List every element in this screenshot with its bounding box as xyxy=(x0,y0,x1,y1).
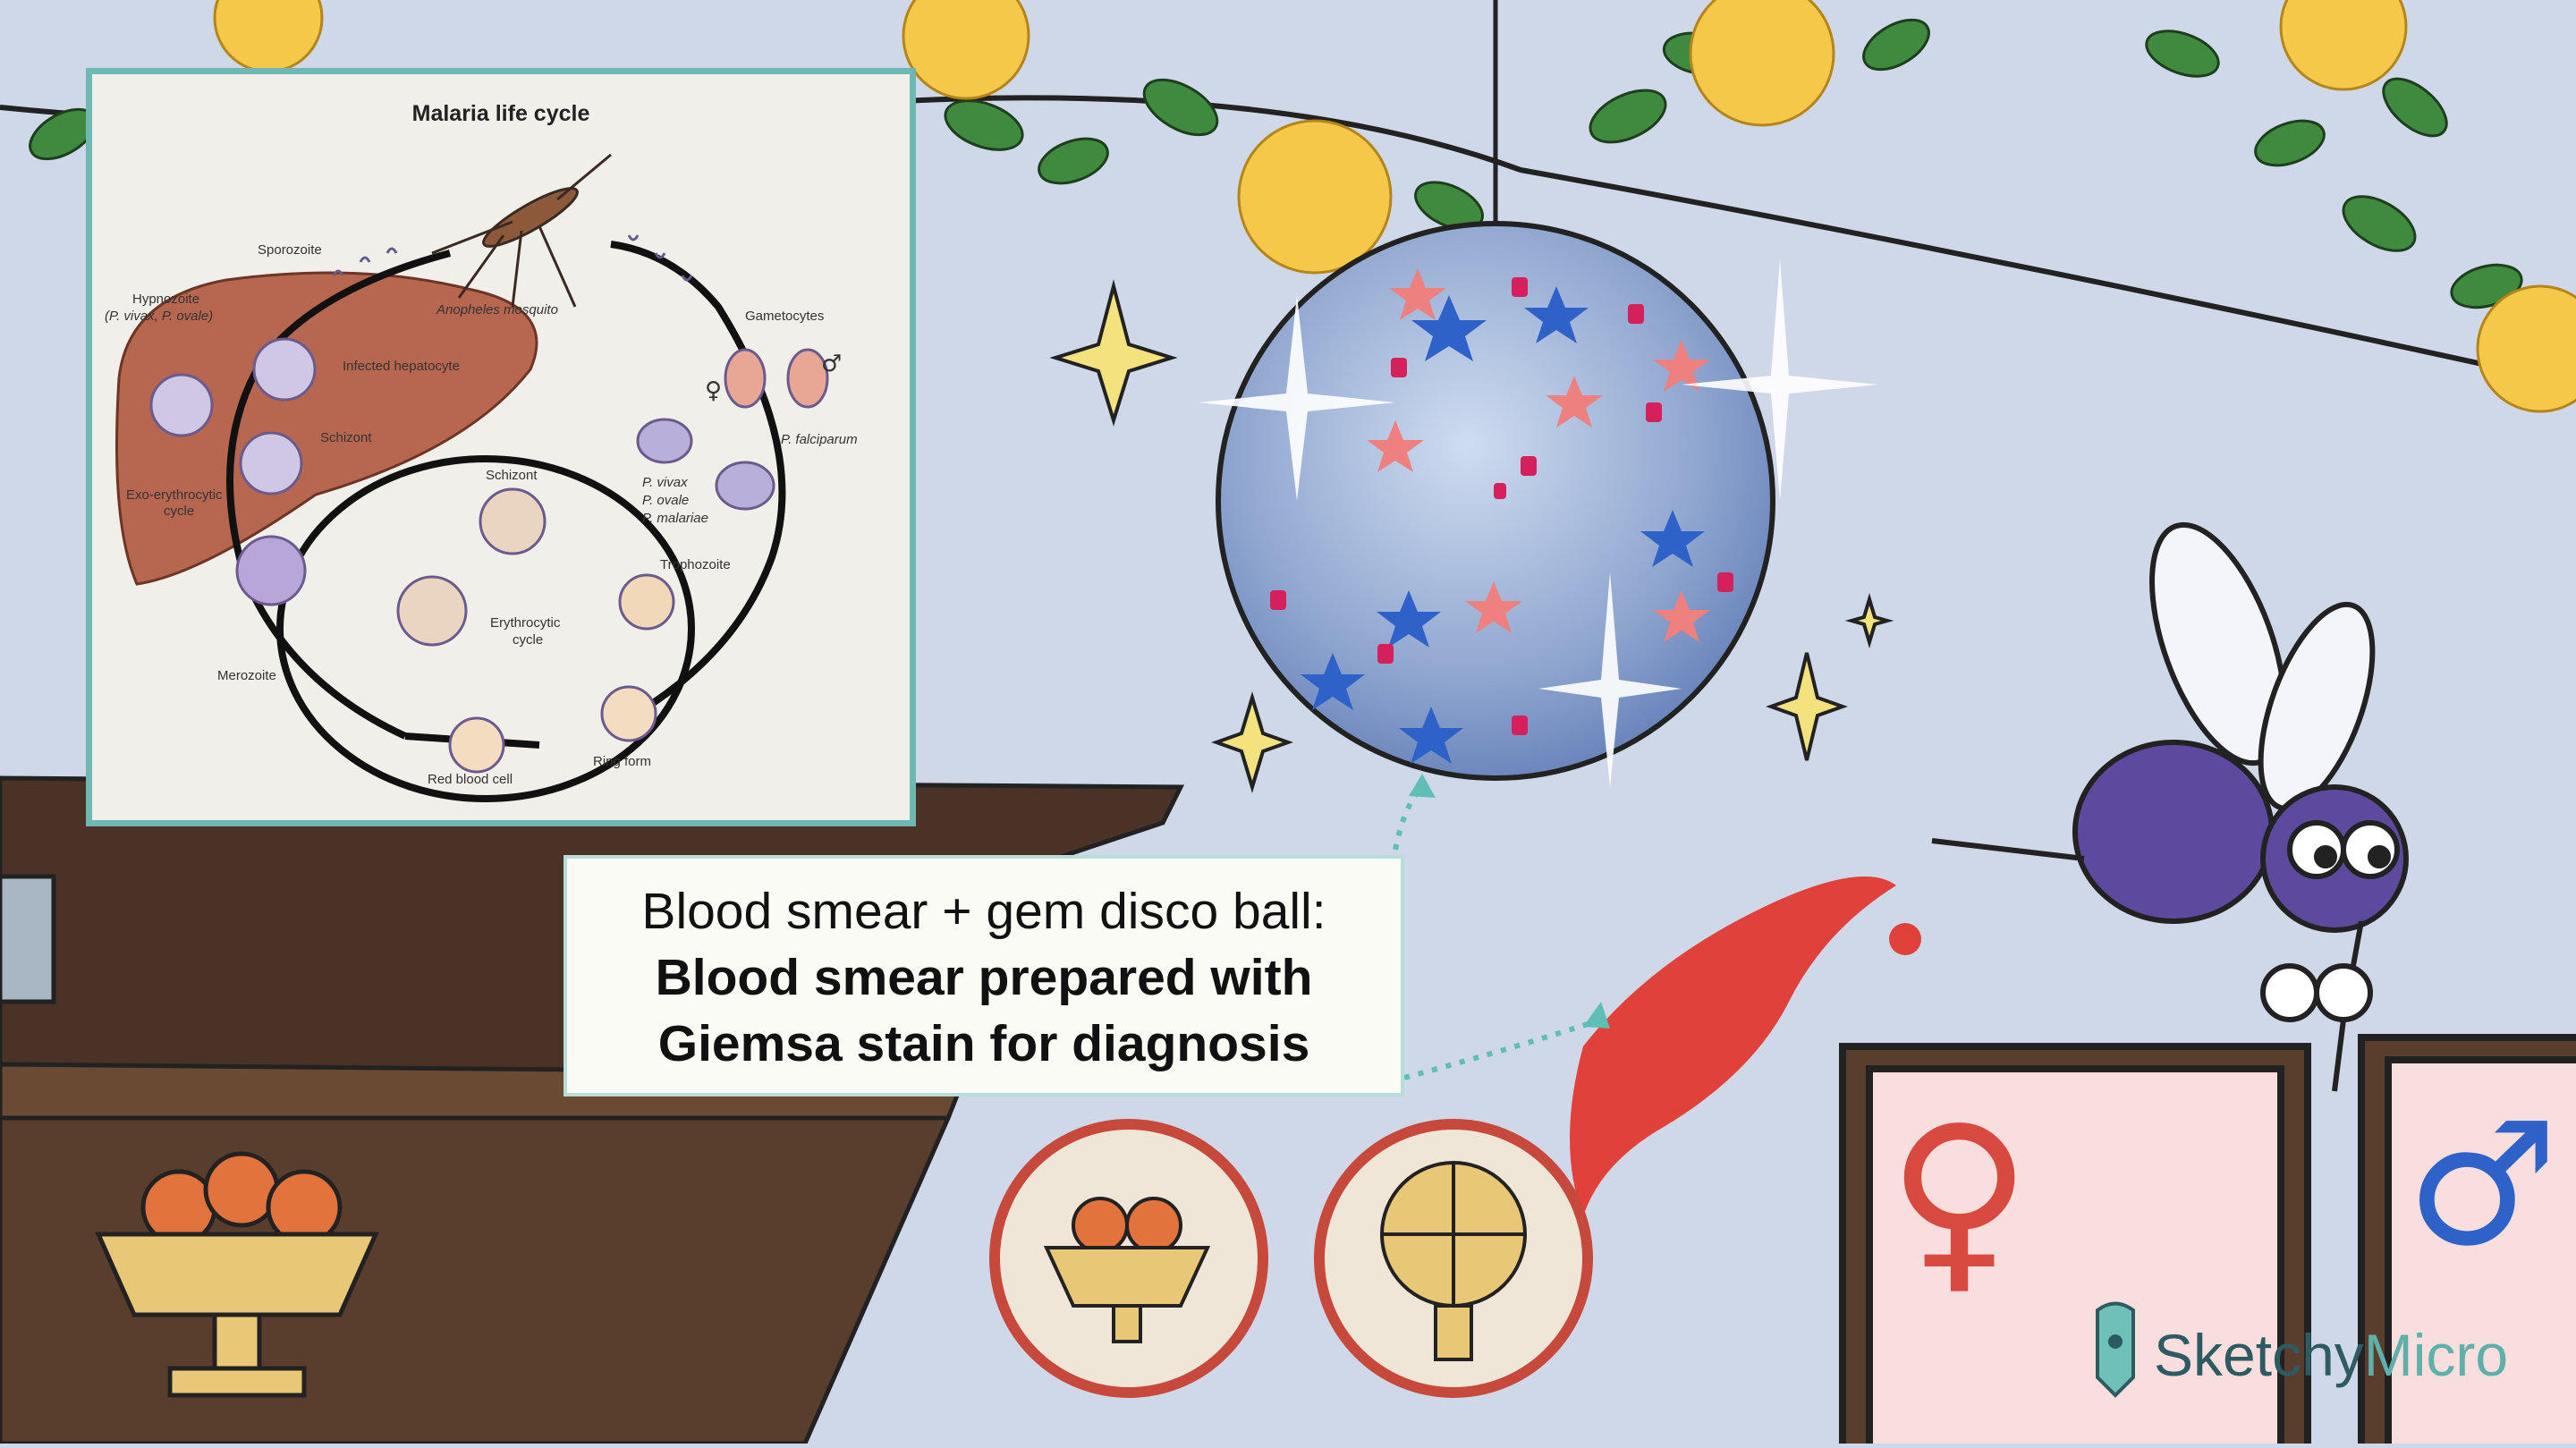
label-hypnozoite: Hypnozoite xyxy=(132,292,200,307)
blood-smear xyxy=(1570,876,1896,1216)
caption-detail-line-1: Blood smear prepared with xyxy=(655,949,1313,1006)
diagram-title: Malaria life cycle xyxy=(411,101,590,126)
male-icon: ♂ xyxy=(821,351,843,377)
label-falciparum: P. falciparum xyxy=(781,432,858,447)
label-infected-hepatocyte: Infected hepatocyte xyxy=(343,359,460,374)
malaria-life-cycle-diagram: Malaria life cycle xyxy=(86,68,916,826)
life-cycle-drawing xyxy=(115,153,829,802)
logo-text-micro: Micro xyxy=(2363,1322,2509,1388)
sketchymicro-logo: SketchyMicro xyxy=(2084,1301,2508,1400)
label-erythrocytic-cycle: Erythrocytic xyxy=(490,615,561,631)
liver-icon xyxy=(115,271,538,586)
label-gametocytes: Gametocytes xyxy=(745,309,825,324)
label-species-1: P. vivax xyxy=(642,475,688,490)
label-species-2: P. ovale xyxy=(642,493,690,508)
female-sign-board xyxy=(1839,1043,2311,1448)
erythrocytic-cycle-arrow xyxy=(276,455,695,802)
male-sign-board xyxy=(2358,1034,2576,1448)
label-species-3: P. malariae xyxy=(642,511,708,526)
caption-detail-line-2: Giemsa stain for diagnosis xyxy=(657,1015,1310,1072)
label-hypnozoite-species: (P. vivax, P. ovale) xyxy=(105,309,214,324)
male-symbol-icon: ♂ xyxy=(2406,1086,2559,1283)
label-ring-form: Ring form xyxy=(593,754,652,769)
label-erythrocytic-cycle-2: cycle xyxy=(513,632,544,648)
pencil-icon xyxy=(2096,1301,2135,1398)
female-icon: ♀ xyxy=(705,377,723,404)
yellow-flowers xyxy=(213,0,2576,413)
label-mosquito: Anopheles mosquito xyxy=(436,302,558,318)
fly-mosquito-character xyxy=(1931,521,2409,1092)
label-sporozoite: Sporozoite xyxy=(258,242,322,258)
sparkles xyxy=(1049,279,1894,793)
label-exo-cycle: Exo-erythrocytic xyxy=(126,487,223,503)
gem-disco-ball xyxy=(1199,221,1878,787)
label-red-blood-cell: Red blood cell xyxy=(428,772,513,787)
arrow-to-smear xyxy=(1403,1017,1602,1080)
caption-box: Blood smear + gem disco ball: Blood smea… xyxy=(564,855,1404,1097)
label-merozoite: Merozoite xyxy=(217,668,276,683)
label-schizont-liver: Schizont xyxy=(320,430,372,445)
label-trophozoite: Trophozoite xyxy=(660,557,731,572)
caption-heading: Blood smear + gem disco ball: xyxy=(641,883,1326,940)
mosquito-icon xyxy=(431,153,612,308)
label-schizont-rbc: Schizont xyxy=(486,468,538,483)
female-symbol-icon: ♀ xyxy=(1887,1084,2032,1313)
logo-text-sketchy: Sketchy xyxy=(2154,1322,2364,1388)
label-exo-cycle-2: cycle xyxy=(164,504,195,519)
trophy-with-basketballs xyxy=(95,1151,379,1398)
